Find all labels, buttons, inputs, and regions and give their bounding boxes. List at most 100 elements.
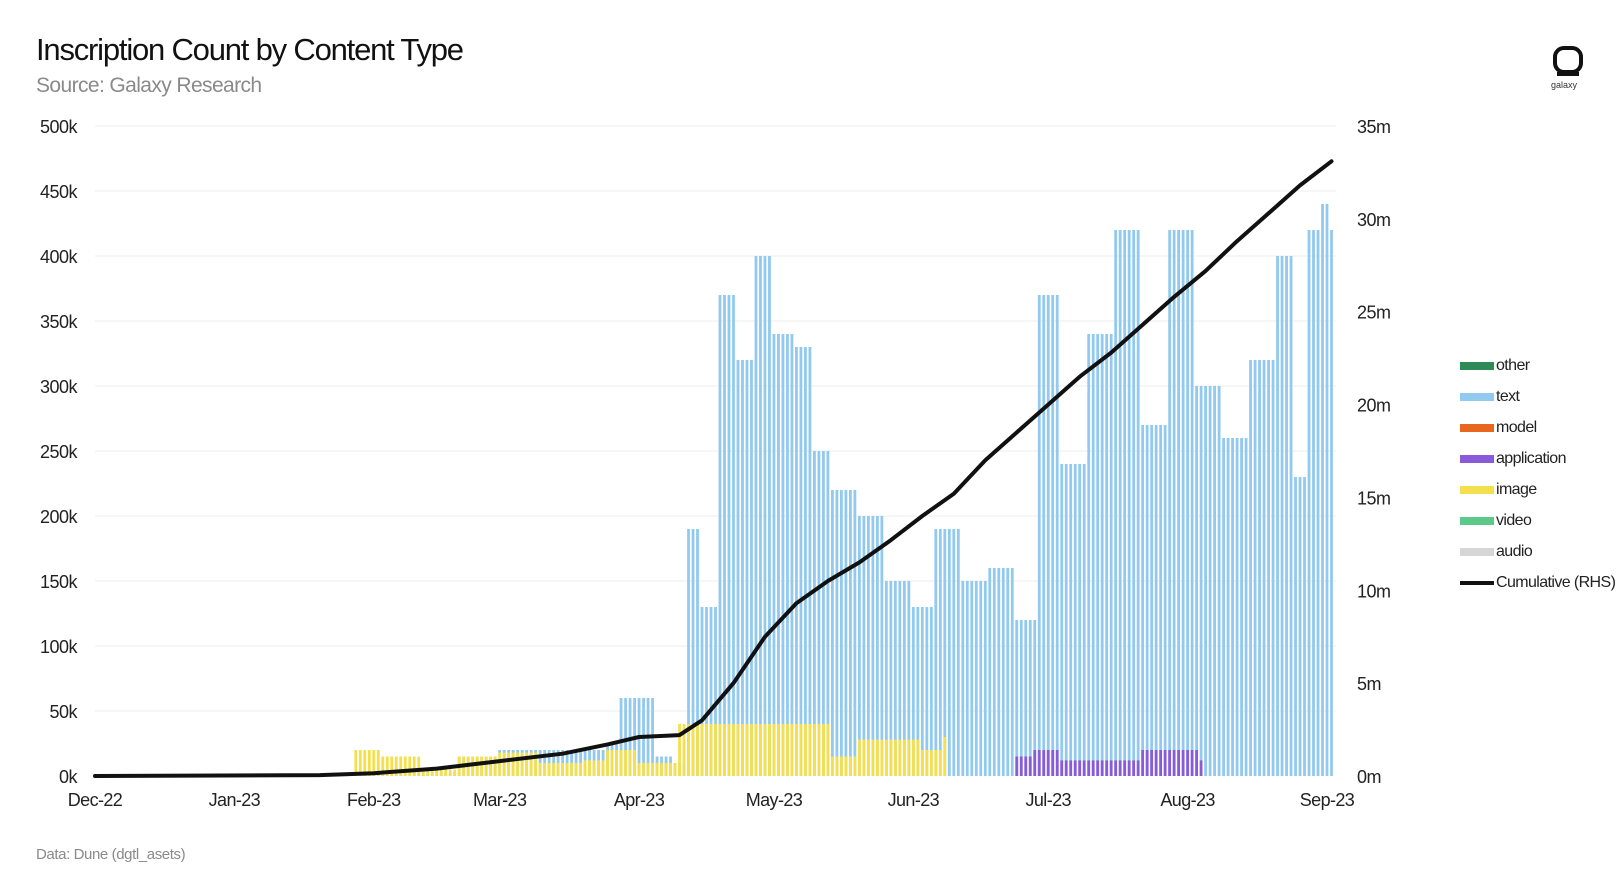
bar-image: [628, 750, 632, 776]
bar-text: [1172, 230, 1176, 776]
data-source-footnote: Data: Dune (dgtl_asets): [36, 846, 186, 863]
bar-image: [727, 724, 731, 776]
bar-text: [745, 360, 749, 776]
y-tick-left: 200k: [40, 507, 79, 527]
bar-text: [1150, 425, 1154, 776]
bar-text: [1046, 295, 1050, 776]
bar-text: [822, 451, 825, 776]
bar-image: [871, 739, 875, 776]
bar-text: [1199, 386, 1203, 776]
bar-image: [493, 756, 497, 776]
bar-text: [826, 451, 830, 776]
bar-text: [777, 334, 780, 776]
bar-text: [1091, 334, 1095, 776]
bar-image: [813, 724, 816, 776]
bar-image: [696, 724, 699, 776]
bar-text: [799, 347, 803, 776]
bar-text: [790, 334, 794, 776]
bar-text: [1051, 295, 1055, 776]
bar-text: [759, 256, 762, 776]
bar-text: [857, 516, 861, 776]
bar-application: [1042, 750, 1046, 776]
chart-title: Inscription Count by Content Type: [36, 32, 464, 67]
legend-item: video: [1460, 505, 1615, 536]
bar-image: [412, 756, 416, 776]
bar-image: [916, 739, 920, 776]
bar-text: [1195, 386, 1199, 776]
bar-image: [565, 763, 569, 776]
bar-text: [1267, 360, 1270, 776]
bar-text: [1118, 230, 1122, 776]
bar-text: [849, 490, 852, 776]
y-tick-left: 400k: [40, 247, 79, 267]
legend-label: model: [1496, 418, 1537, 436]
bar-text: [934, 529, 938, 776]
bar-image: [853, 756, 857, 776]
bar-application: [1064, 760, 1068, 776]
bar-image: [660, 763, 663, 776]
bar-text: [844, 490, 848, 776]
bar-image: [426, 769, 430, 776]
bar-application: [1096, 760, 1100, 776]
bar-application: [1195, 750, 1199, 776]
bar-image: [439, 769, 443, 776]
bar-image: [399, 756, 403, 776]
bar-text: [1114, 230, 1118, 776]
bar-text: [1235, 438, 1239, 776]
bar-text: [1073, 464, 1077, 776]
bar-text: [902, 581, 906, 776]
bar-image: [938, 750, 942, 776]
bar-text: [1055, 295, 1059, 776]
bar-image: [673, 763, 677, 776]
bar-image: [570, 763, 574, 776]
bar-text: [750, 360, 753, 776]
bar-text: [732, 295, 735, 776]
bar-image: [817, 724, 821, 776]
y-tick-left: 150k: [40, 572, 79, 592]
bar-text: [970, 581, 974, 776]
bar-application: [1132, 760, 1136, 776]
bar-text: [772, 334, 776, 776]
bar-application: [1087, 760, 1091, 776]
bar-application: [1015, 756, 1019, 776]
bar-image: [678, 724, 681, 776]
bar-image: [637, 763, 641, 776]
bar-text: [997, 568, 1001, 776]
bar-image: [651, 763, 654, 776]
bar-application: [1127, 760, 1131, 776]
bar-image: [453, 769, 457, 776]
bar-image: [615, 750, 618, 776]
legend-item: image: [1460, 474, 1615, 505]
y-tick-right: 35m: [1357, 117, 1391, 137]
bar-image: [687, 724, 690, 776]
legend-label: other: [1496, 356, 1530, 374]
bar-image: [902, 739, 906, 776]
bar-image: [601, 760, 605, 776]
legend-item: text: [1460, 381, 1615, 412]
bar-application: [1019, 756, 1023, 776]
y-tick-left: 250k: [40, 442, 79, 462]
bar-image: [556, 763, 560, 776]
bar-application: [1114, 760, 1118, 776]
y-tick-left: 450k: [40, 182, 79, 202]
bar-text: [1190, 230, 1194, 776]
legend-swatch: [1460, 580, 1494, 585]
bar-text: [808, 347, 812, 776]
bar-image: [840, 756, 843, 776]
bar-application: [1028, 756, 1032, 776]
x-tick-label: May-23: [746, 790, 803, 810]
bar-image: [358, 750, 362, 776]
bar-text: [1037, 295, 1041, 776]
bar-text: [1001, 568, 1005, 776]
bar-application: [1150, 750, 1154, 776]
bar-image: [705, 724, 708, 776]
bar-text: [1285, 256, 1288, 776]
bar-text: [1064, 464, 1068, 776]
bar-image: [475, 756, 479, 776]
bar-text: [893, 581, 897, 776]
bar-text: [1060, 464, 1064, 776]
bar-text: [961, 581, 965, 776]
bar-image: [552, 763, 556, 776]
bar-text: [727, 295, 731, 776]
